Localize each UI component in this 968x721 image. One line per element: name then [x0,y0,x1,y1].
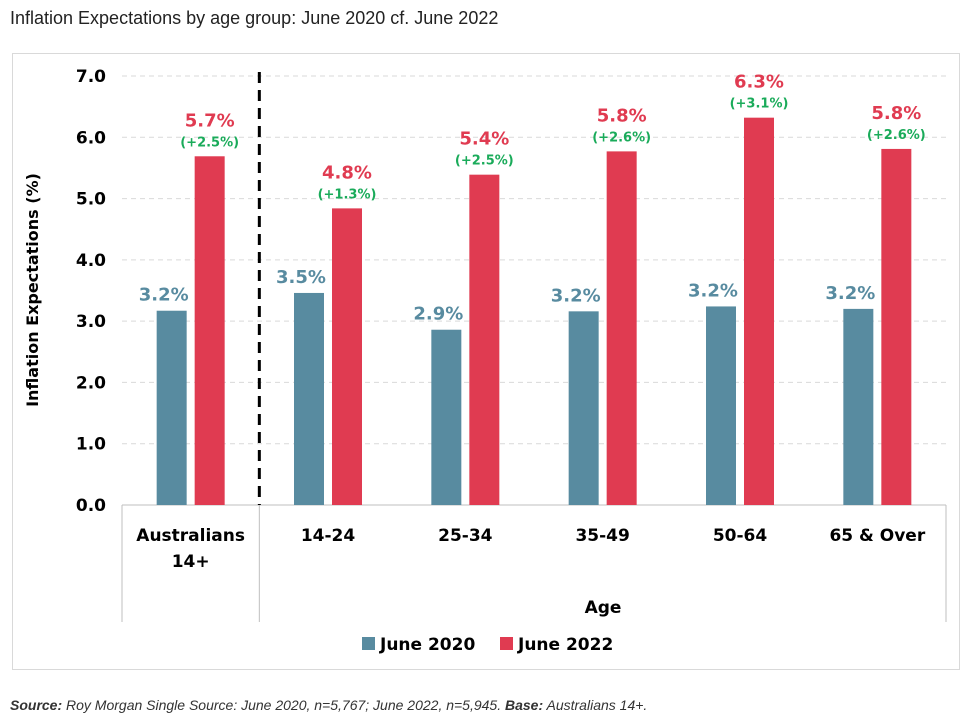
change-label-june-2022: (+2.5%) [455,154,514,169]
data-label-june-2022: 5.8% [597,105,647,126]
data-label-june-2020: 3.5% [276,267,326,288]
y-tick-label: 3.0 [76,312,106,332]
y-tick-label: 1.0 [76,435,106,455]
legend-june-2022-label: June 2022 [517,635,613,655]
y-tick-label: 2.0 [76,373,106,393]
axes: 0.0 1.0 2.0 3.0 4.0 5.0 6.0 7.0 Australians 14+ 14… [76,67,947,622]
bars [156,117,912,506]
y-tick-label: 4.0 [76,251,106,271]
bar-june-2020 [843,308,874,505]
change-label-june-2022: (+2.5%) [180,135,239,150]
source-text: Roy Morgan Single Source: June 2020, n=5… [62,697,505,713]
data-label-june-2020: 2.9% [413,304,463,325]
x-tick-label: 50-64 [713,526,768,546]
data-label-june-2022: 5.8% [871,103,921,124]
change-label-june-2022: (+3.1%) [730,97,789,112]
bar-june-2022 [469,174,500,506]
data-label-june-2022: 5.4% [459,129,509,150]
legend-june-2020-swatch [362,637,375,650]
bar-june-2020 [156,310,187,505]
y-tick-label: 5.0 [76,190,106,210]
change-label-june-2022: (+2.6%) [592,130,651,145]
change-label-june-2022: (+2.6%) [867,128,926,143]
y-tick-label: 6.0 [76,128,106,148]
bar-june-2020 [431,329,462,505]
data-label-june-2022: 6.3% [734,72,784,93]
page-title: Inflation Expectations by age group: Jun… [10,8,499,28]
source-note: Source: Roy Morgan Single Source: June 2… [10,697,647,713]
data-label-june-2022: 5.7% [185,110,235,131]
gridlines [122,75,946,445]
y-tick-label: 0.0 [76,496,106,516]
data-label-june-2020: 3.2% [551,285,601,306]
y-tick-label: 7.0 [76,67,106,87]
x-tick-label: 65 & Over [829,526,925,546]
change-label-june-2022: (+1.3%) [318,187,377,202]
chart-frame [12,53,960,670]
y-axis-title: Inflation Expectations (%) [23,173,42,407]
x-tick-label: Australians [136,526,245,546]
data-label-june-2020: 3.2% [688,280,738,301]
legend-june-2020-label: June 2020 [379,635,475,655]
data-label-june-2020: 3.2% [139,285,189,306]
base-label: Base: [505,697,544,713]
bar-june-2020 [294,292,324,505]
bar-june-2022 [332,208,362,505]
data-label-june-2022: 4.8% [322,162,372,183]
base-text: Australians 14+. [543,697,648,713]
legend-june-2022-swatch [500,637,513,650]
bar-june-2022 [744,117,774,505]
x-axis-title: Age [585,598,622,618]
data-label-june-2020: 3.2% [825,283,875,304]
bar-june-2020 [568,311,599,505]
data-labels: 3.2% (+2.5%) 5.7% 3.5% (+1.3%) 4.8% 2.9% (+2.5%… [139,72,926,325]
x-tick-label: 14-24 [301,526,356,546]
x-tick-label: 14+ [172,552,210,572]
x-tick-label: 35-49 [575,526,629,546]
x-tick-label: 25-34 [438,526,493,546]
bar-june-2022 [194,156,225,505]
bar-june-2022 [881,148,912,505]
bar-june-2020 [706,306,736,505]
bar-june-2022 [606,151,637,506]
legend: June 2020 June 2022 [362,635,613,655]
source-label: Source: [10,697,63,713]
